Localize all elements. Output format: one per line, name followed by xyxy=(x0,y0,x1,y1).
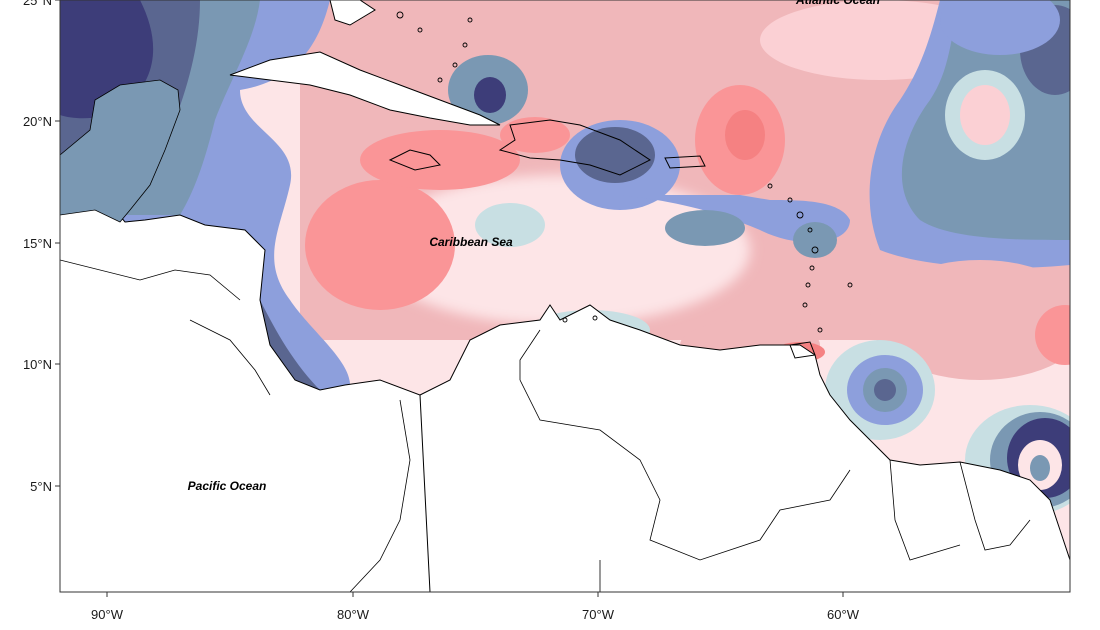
land-hispaniola xyxy=(498,119,651,176)
field-amazon-core xyxy=(1030,455,1050,481)
land-puerto-rico xyxy=(664,155,706,169)
country-borders xyxy=(60,259,1031,592)
lat-tick-label: 15°N xyxy=(23,236,52,251)
field-east-rose xyxy=(870,260,1070,380)
lat-tick-label: 25°N xyxy=(23,0,52,8)
field-pale-central xyxy=(475,203,545,247)
place-label: Pacific Ocean xyxy=(188,479,267,493)
land-florida xyxy=(329,0,376,26)
land-lesser-antilles xyxy=(396,11,853,333)
place-label: Caribbean Sea xyxy=(429,235,513,249)
field-hisp-slate xyxy=(575,127,655,183)
place-label: Atlantic Ocean xyxy=(795,0,880,7)
lon-tick-label: 90°W xyxy=(91,607,124,622)
land-trinidad xyxy=(789,341,816,359)
lon-tick-label: 60°W xyxy=(827,607,860,622)
land-jamaica xyxy=(388,149,442,171)
land-yucatan xyxy=(60,79,181,223)
axes: 25°N 20°N 15°N 10°N 5°N 90°W 80°W 70°W 60°W xyxy=(23,0,860,622)
lat-tick-label: 10°N xyxy=(23,357,52,372)
field-ne-periwinkle-top xyxy=(940,0,1060,55)
lon-tick-label: 80°W xyxy=(337,607,370,622)
field-antilles-steel xyxy=(665,210,745,246)
field-ne-lightpink xyxy=(960,85,1010,145)
land-south-america xyxy=(419,304,1070,592)
lat-tick-label: 20°N xyxy=(23,114,52,129)
field-salmon-atl xyxy=(725,110,765,160)
lon-tick-label: 70°W xyxy=(582,607,615,622)
land-cuba xyxy=(229,51,501,126)
field-blush-central xyxy=(370,175,750,325)
field-antilles-steel2 xyxy=(793,222,837,258)
panel-border xyxy=(59,0,1071,593)
lat-tick-label: 5°N xyxy=(30,479,52,494)
field-coral-sw xyxy=(305,180,455,310)
field-guiana-slate xyxy=(874,379,896,401)
anomaly-field xyxy=(60,0,1070,592)
field-east-coral xyxy=(1035,305,1070,365)
field-coral-cuba xyxy=(360,130,520,190)
place-labels: Atlantic Ocean Caribbean Sea Pacific Ocean xyxy=(188,0,880,493)
field-bahamas-deep xyxy=(474,77,506,113)
field-coral-haiti xyxy=(500,117,570,153)
